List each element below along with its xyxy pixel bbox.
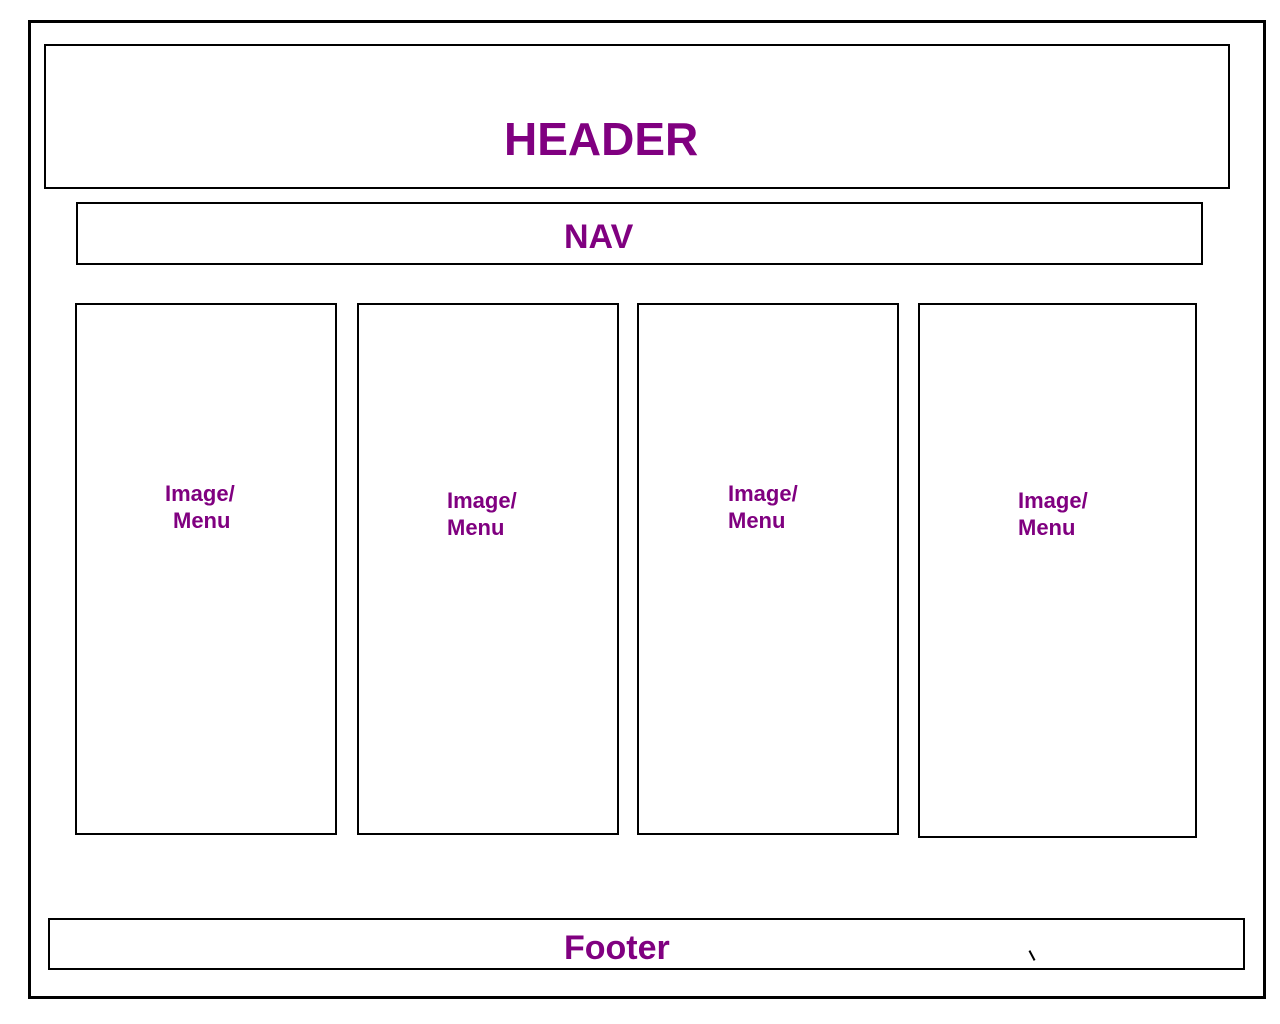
- image-menu-card-4: [918, 303, 1197, 838]
- image-menu-card-2: [357, 303, 619, 835]
- image-menu-card-3: [637, 303, 899, 835]
- header-label: HEADER: [504, 113, 699, 165]
- header-section: [44, 44, 1230, 189]
- nav-label: NAV: [564, 218, 634, 256]
- image-menu-card-3-label: Image/ Menu: [728, 480, 798, 534]
- image-menu-card-1-label: Image/ Menu: [165, 480, 235, 534]
- image-menu-card-1-line2: Menu: [173, 508, 231, 533]
- image-menu-card-1-line1: Image/: [165, 481, 235, 506]
- image-menu-card-3-line1: Image/: [728, 481, 798, 506]
- image-menu-card-2-label: Image/ Menu: [447, 487, 517, 541]
- footer-label: Footer: [564, 929, 670, 967]
- footer-section: [48, 918, 1245, 970]
- image-menu-card-3-line2: Menu: [728, 508, 786, 533]
- image-menu-card-4-label: Image/ Menu: [1018, 487, 1088, 541]
- nav-section: [76, 202, 1203, 265]
- image-menu-card-4-line2: Menu: [1018, 515, 1076, 540]
- image-menu-card-2-line1: Image/: [447, 488, 517, 513]
- image-menu-card-1: [75, 303, 337, 835]
- image-menu-card-2-line2: Menu: [447, 515, 505, 540]
- image-menu-card-4-line1: Image/: [1018, 488, 1088, 513]
